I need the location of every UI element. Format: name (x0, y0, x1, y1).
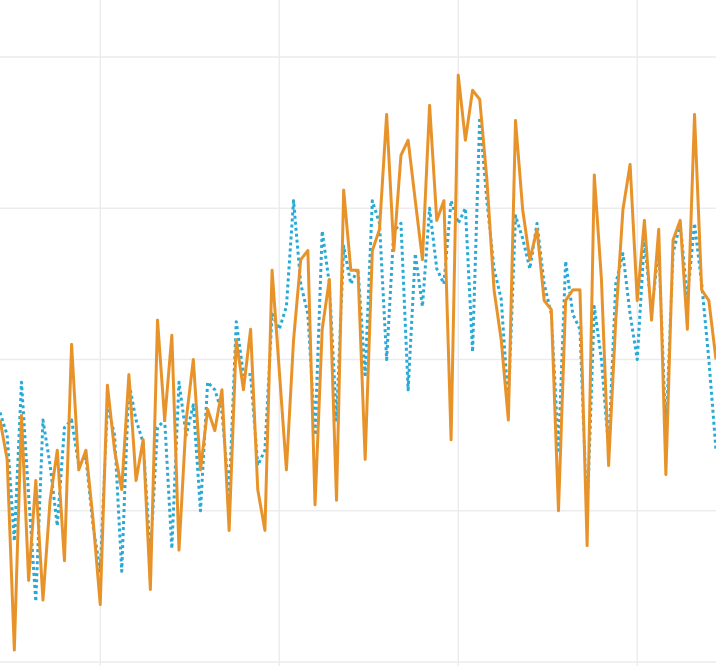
data-line (0, 73, 716, 652)
data-line (0, 116, 716, 603)
